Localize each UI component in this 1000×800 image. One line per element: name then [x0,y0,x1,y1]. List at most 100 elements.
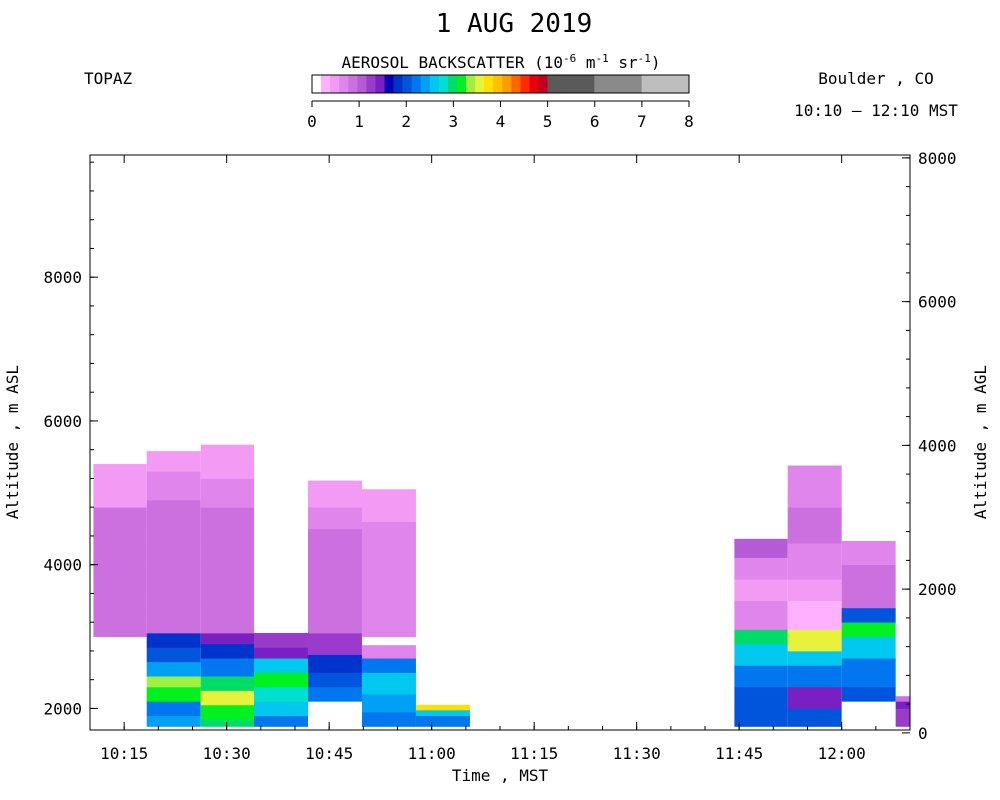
heatmap-cell [841,658,896,688]
colorbar-swatch [330,75,340,93]
heatmap-cell [787,579,842,602]
heatmap-cell [361,645,416,659]
heatmap-cell [841,540,896,566]
colorbar-swatch [348,75,358,93]
heatmap-cell [146,451,201,472]
heatmap-cell [146,500,201,537]
heatmap-cell [93,564,147,594]
x-tick-label: 10:30 [203,744,251,763]
colorbar-swatch [520,75,530,93]
colorbar-swatch [402,75,412,93]
heatmap-cell [787,600,842,630]
heatmap-cell [307,480,362,508]
heatmap-cell [146,632,201,648]
heatmap-cell [93,464,147,487]
x-tick-label: 11:15 [510,744,558,763]
heatmap-cell [146,686,201,702]
colorbar-swatch [411,75,422,93]
colorbar-swatch [312,75,322,93]
heatmap-cell [787,629,842,652]
heatmap-cell [200,444,254,479]
heatmap-cell [146,676,201,688]
heatmap-cell [734,579,788,602]
heatmap-cell [415,715,470,727]
heatmap-cell [146,701,201,717]
heatmap-cell [146,661,201,677]
colorbar-tick-label: 7 [637,112,647,131]
colorbar-swatch [339,75,349,93]
heatmap-cell [307,528,362,566]
colorbar-swatch [321,75,331,93]
heatmap-cell [146,471,201,501]
y-tick-label-right: 8000 [918,149,957,168]
colorbar-swatch [484,75,494,93]
heatmap-cell [93,507,147,537]
heatmap-cell [254,672,308,688]
heatmap-cell [146,600,201,634]
heatmap-cell [734,686,788,709]
colorbar-swatch [438,75,449,93]
heatmap-cell [254,715,308,727]
colorbar-tick-label: 4 [496,112,506,131]
colorbar-tick-label: 5 [543,112,553,131]
heatmap-cell [200,676,254,691]
colorbar-swatch [357,75,367,93]
heatmap-cell [841,636,896,659]
y-tick-label-right: 2000 [918,580,957,599]
heatmap-cell [895,696,910,702]
heatmap-cell [200,658,254,677]
heatmap-cell [146,564,201,602]
heatmap-cell [787,665,842,688]
heatmap-cell [200,600,254,634]
heatmap-cell [361,607,416,637]
heatmap-cell [841,686,896,702]
y-axis-label-left: Altitude , m ASL [3,365,22,519]
heatmap-cell [307,507,362,530]
heatmap-cell [307,632,362,655]
time-range-label: 10:10 – 12:10 MST [794,101,958,120]
heatmap-cell [93,622,147,637]
heatmap-cell [93,535,147,566]
heatmap-cell [841,622,896,637]
colorbar-swatch [384,75,394,93]
colorbar-swatch [493,75,503,93]
colorbar-tick-label: 8 [684,112,694,131]
colorbar-tick-label: 2 [401,112,411,131]
colorbar-swatch [366,75,376,93]
x-tick-label: 10:45 [305,744,353,763]
heatmap-cell [254,658,308,673]
heatmap-cell [734,629,788,645]
heatmap-cell [734,665,788,688]
heatmap-cell [787,465,842,508]
heatmap-cell [841,564,896,609]
heatmap-cell [787,686,842,709]
colorbar-swatch [429,75,440,93]
colorbar-swatch [511,75,521,93]
y-tick-label-left: 4000 [43,556,82,575]
colorbar-swatch [538,75,548,93]
colorbar-swatch [447,75,458,93]
heatmap-cell [361,521,416,566]
heatmap-cell [146,535,201,566]
x-tick-label: 11:45 [715,744,763,763]
y-tick-label-left: 2000 [43,699,82,718]
heatmap-cell [787,543,842,580]
y-tick-label-left: 6000 [43,412,82,431]
y-tick-label-right: 4000 [918,436,957,455]
heatmap-cell [415,709,470,717]
heatmap-cell [146,647,201,663]
x-tick-label: 11:30 [613,744,661,763]
heatmap-cell [200,632,254,645]
heatmap-cell [361,712,416,727]
heatmap-cell [200,478,254,508]
heatmap-cell [307,600,362,634]
y-tick-label-right: 6000 [918,293,957,312]
y-axis-label-right: Altitude , m AGL [971,365,990,519]
heatmap-cell [254,701,308,717]
y-tick-label-right: 0 [918,724,928,743]
heatmap-cell [361,658,416,673]
colorbar-swatch [594,75,642,93]
colorbar-swatch [529,75,539,93]
x-axis-label: Time , MST [452,766,549,785]
heatmap-cell [415,704,470,711]
